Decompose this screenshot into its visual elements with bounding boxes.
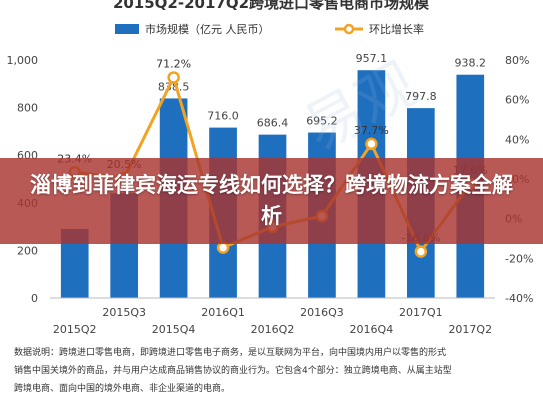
y-left-tick-label: 1,000 (7, 54, 39, 67)
growth-point (414, 245, 428, 258)
legend-label-line: 环比增长率 (369, 22, 424, 36)
bar-value-label: 695.2 (306, 115, 338, 128)
y-right-tick-label: 80% (505, 54, 529, 67)
legend-swatch-bar (115, 24, 139, 34)
legend-marker-line (343, 23, 355, 35)
x-tick-label: 2016Q2 (251, 323, 295, 336)
y-right-tick-label: 40% (505, 133, 529, 146)
x-tick-label: 2016Q1 (201, 306, 245, 319)
growth-value-label: 71.2% (156, 57, 191, 70)
x-tick-label: 2017Q2 (448, 323, 492, 336)
y-right-tick-label: -20% (505, 252, 533, 265)
bar-value-label: 797.8 (405, 90, 437, 103)
x-tick-label: 2015Q3 (102, 306, 146, 319)
chart-title: 2015Q2-2017Q2跨境进口零售电商市场规模 (113, 0, 430, 12)
legend-label-bar: 市场规模（亿元 人民币） (145, 22, 270, 36)
growth-point (216, 241, 230, 254)
growth-value-label: 37.7% (354, 124, 389, 137)
bar-value-label: 686.4 (257, 117, 289, 130)
bar-value-label: 938.2 (455, 57, 487, 70)
title-banner: 淄博到菲律宾海运专线如何选择？跨境物流方案全解析 (0, 158, 543, 244)
y-right-tick-label: 60% (505, 94, 529, 107)
x-tick-label: 2016Q4 (350, 323, 394, 336)
growth-point (365, 137, 378, 151)
x-tick-label: 2017Q1 (399, 306, 443, 319)
y-left-tick-label: 800 (17, 102, 38, 115)
bar-value-label: 716.0 (207, 110, 239, 123)
notes-line-2: 销售中国关境外的商品，并与用户达成商品销售协议的商业行为。它包含4个部分：独立跨… (14, 366, 452, 376)
notes-line-1: 数据说明：跨境进口零售电商，即跨境进口零售电子商务，是以互联网为平台，向中国境内… (14, 348, 447, 358)
x-tick-label: 2015Q2 (53, 323, 97, 336)
y-left-tick-label: 200 (17, 244, 38, 257)
bar-value-label: 957.1 (356, 52, 388, 65)
x-tick-label: 2016Q3 (300, 306, 344, 319)
x-tick-label: 2015Q4 (152, 323, 196, 336)
notes-line-3: 跨境电商、面向中国的境外电商、非企业渠道的电商。 (14, 384, 231, 394)
banner-title: 淄博到菲律宾海运专线如何选择？跨境物流方案全解析 (30, 173, 513, 228)
data-notes: 数据说明：跨境进口零售电商，即跨境进口零售电子商务，是以互联网为平台，向中国境内… (14, 344, 530, 398)
y-right-tick-label: -40% (505, 292, 533, 305)
growth-point (167, 71, 180, 84)
y-left-tick-label: 0 (31, 292, 38, 305)
